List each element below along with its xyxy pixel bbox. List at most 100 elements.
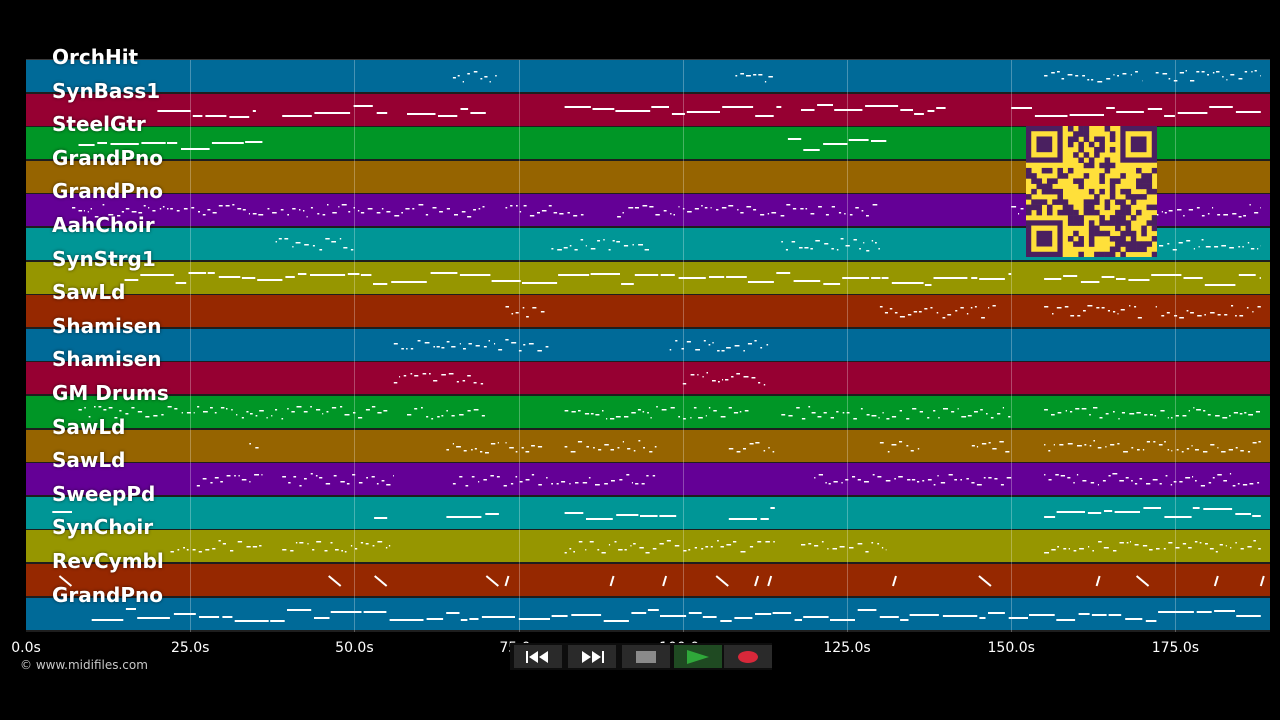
note-mark <box>1147 108 1163 110</box>
note-mark <box>619 479 623 481</box>
note-mark <box>755 613 772 615</box>
note-mark <box>1008 416 1011 418</box>
track-row[interactable] <box>26 530 1270 564</box>
note-mark <box>1203 410 1206 412</box>
track-row[interactable] <box>26 598 1270 632</box>
note-mark <box>767 575 773 587</box>
note-mark <box>441 347 445 349</box>
note-mark <box>622 212 624 214</box>
note-mark <box>1229 473 1232 475</box>
note-mark <box>793 280 821 282</box>
track-row[interactable] <box>26 94 1270 128</box>
note-mark <box>531 474 535 476</box>
note-mark <box>693 407 697 409</box>
note-mark <box>340 406 343 408</box>
note-mark <box>281 418 284 420</box>
track-row[interactable] <box>26 564 1270 598</box>
grid-line <box>1175 60 1177 632</box>
note-mark <box>401 348 404 350</box>
note-mark <box>421 407 423 409</box>
note-lane <box>58 575 1265 587</box>
note-mark <box>731 376 734 378</box>
rewind-icon <box>526 650 548 663</box>
note-mark <box>827 548 829 550</box>
note-mark <box>879 616 899 618</box>
stop-button[interactable] <box>622 645 670 668</box>
note-mark <box>1192 476 1194 478</box>
note-mark <box>1257 306 1261 308</box>
note-mark <box>373 283 388 285</box>
note-mark <box>872 204 878 206</box>
note-mark <box>853 239 857 241</box>
track-row[interactable] <box>26 497 1270 531</box>
note-mark <box>314 112 351 114</box>
note-mark <box>1103 547 1109 549</box>
note-mark <box>840 238 844 240</box>
note-mark <box>992 448 997 450</box>
track-row[interactable] <box>26 463 1270 497</box>
play-button[interactable] <box>674 645 722 668</box>
note-mark <box>1188 209 1193 211</box>
note-mark <box>1149 549 1153 551</box>
note-mark <box>595 484 600 486</box>
note-mark <box>818 474 823 476</box>
note-mark <box>462 380 466 382</box>
note-mark <box>948 474 953 476</box>
track-row[interactable] <box>26 430 1270 464</box>
note-mark <box>899 316 905 318</box>
note-mark <box>933 277 968 279</box>
track-row[interactable] <box>26 362 1270 396</box>
note-mark <box>1065 410 1067 412</box>
note-mark <box>1056 619 1076 621</box>
transport-controls <box>510 643 772 670</box>
note-mark <box>907 314 912 316</box>
rewind-button[interactable] <box>514 645 562 668</box>
note-mark <box>381 480 385 482</box>
note-mark <box>933 410 936 412</box>
note-mark <box>673 214 675 216</box>
track-row[interactable] <box>26 396 1270 430</box>
note-mark <box>771 212 777 214</box>
note-mark <box>352 474 356 476</box>
note-mark <box>586 518 613 520</box>
note-mark <box>1243 215 1246 217</box>
track-row[interactable] <box>26 329 1270 363</box>
note-lane <box>157 104 1261 118</box>
note-mark <box>124 279 139 281</box>
note-mark <box>488 340 490 342</box>
note-mark <box>292 208 296 210</box>
note-mark <box>350 545 353 547</box>
track-label: GM Drums <box>52 381 169 405</box>
track-row[interactable] <box>26 60 1270 94</box>
note-mark <box>1051 414 1055 416</box>
track-row[interactable] <box>26 295 1270 329</box>
note-mark <box>98 406 102 408</box>
note-mark <box>1191 445 1193 447</box>
record-button[interactable] <box>724 645 772 668</box>
note-mark <box>1155 72 1159 74</box>
note-mark <box>212 548 216 550</box>
note-mark <box>577 441 583 443</box>
note-mark <box>1130 74 1132 76</box>
note-mark <box>580 239 584 241</box>
note-mark <box>652 548 657 550</box>
fast-forward-button[interactable] <box>568 645 616 668</box>
note-mark <box>148 207 150 209</box>
note-mark <box>452 483 456 485</box>
note-mark <box>537 350 542 352</box>
note-mark <box>1208 482 1212 484</box>
note-mark <box>141 142 166 144</box>
note-mark <box>1161 315 1165 317</box>
note-mark <box>801 418 806 420</box>
piano-roll[interactable] <box>26 59 1270 632</box>
track-row[interactable] <box>26 262 1270 296</box>
note-mark <box>595 414 600 416</box>
note-mark <box>205 549 210 551</box>
note-mark <box>569 483 571 485</box>
time-tick-label: 25.0s <box>170 640 210 656</box>
note-mark <box>815 240 820 242</box>
note-mark <box>246 411 249 413</box>
note-mark <box>340 481 345 483</box>
note-mark <box>891 416 897 418</box>
note-mark <box>222 616 233 618</box>
